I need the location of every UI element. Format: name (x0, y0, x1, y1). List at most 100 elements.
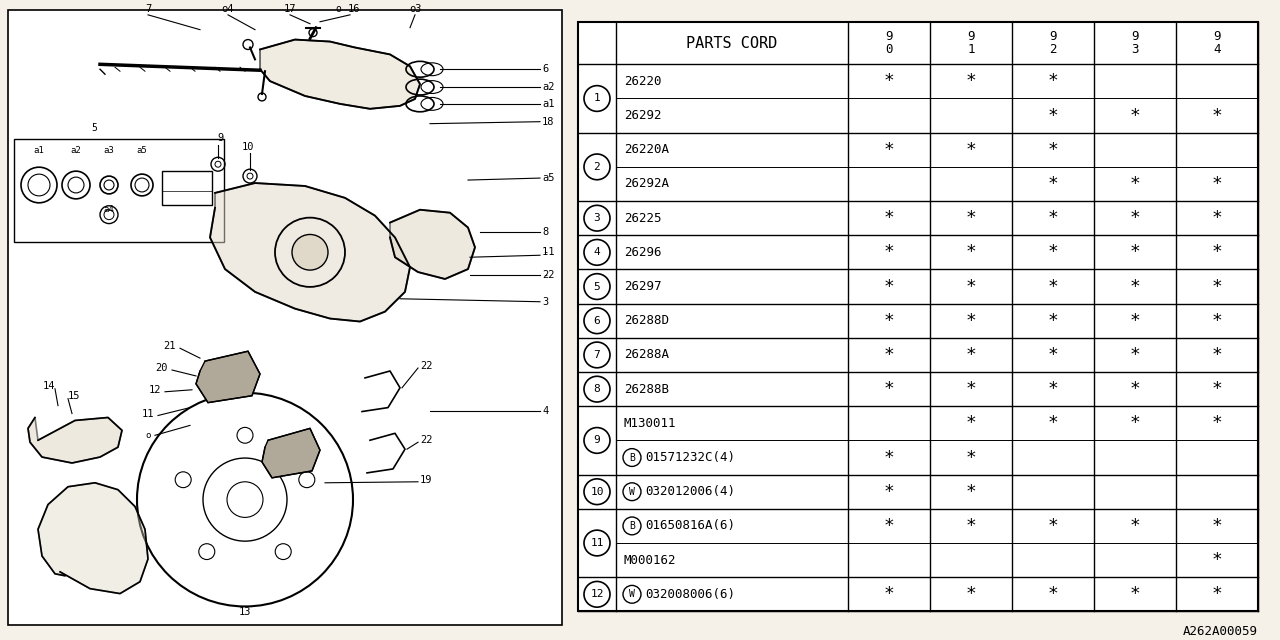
Text: 3: 3 (541, 297, 548, 307)
Text: 26288A: 26288A (625, 348, 669, 362)
Text: *: * (1212, 243, 1222, 261)
Text: 26292: 26292 (625, 109, 662, 122)
Text: *: * (965, 483, 977, 500)
Text: 10: 10 (590, 486, 604, 497)
Text: B: B (628, 521, 635, 531)
Text: *: * (965, 586, 977, 604)
Text: 19: 19 (420, 475, 433, 485)
Circle shape (292, 234, 328, 270)
Text: 5: 5 (91, 123, 97, 132)
Text: 01650816A(6): 01650816A(6) (645, 520, 735, 532)
Text: 4: 4 (594, 248, 600, 257)
Text: *: * (883, 483, 895, 500)
Text: 01571232C(4): 01571232C(4) (645, 451, 735, 464)
Text: 0: 0 (886, 44, 892, 56)
Text: 16: 16 (348, 4, 361, 14)
Text: a1: a1 (33, 147, 45, 156)
Text: M000162: M000162 (625, 554, 677, 566)
Text: *: * (883, 209, 895, 227)
Text: *: * (1129, 175, 1140, 193)
Text: *: * (883, 517, 895, 535)
Text: 26297: 26297 (625, 280, 662, 293)
Text: 3: 3 (594, 213, 600, 223)
Polygon shape (262, 428, 320, 478)
Text: 8: 8 (541, 227, 548, 237)
Text: 11: 11 (142, 408, 155, 419)
Text: *: * (883, 312, 895, 330)
Text: *: * (1047, 278, 1059, 296)
Text: 11: 11 (590, 538, 604, 548)
Text: 1: 1 (594, 93, 600, 104)
Text: 9: 9 (968, 29, 975, 43)
Text: *: * (1212, 517, 1222, 535)
Text: 26296: 26296 (625, 246, 662, 259)
Text: 4: 4 (1213, 44, 1221, 56)
Text: B: B (628, 452, 635, 463)
Polygon shape (28, 417, 122, 463)
Text: a2: a2 (541, 82, 554, 92)
Text: a5: a5 (541, 173, 554, 183)
Text: 4: 4 (541, 406, 548, 415)
Text: *: * (965, 346, 977, 364)
Text: 9: 9 (886, 29, 892, 43)
Text: *: * (965, 243, 977, 261)
Text: 26220A: 26220A (625, 143, 669, 156)
Text: 032012006(4): 032012006(4) (645, 485, 735, 498)
Text: *: * (1129, 243, 1140, 261)
Text: *: * (1129, 517, 1140, 535)
Text: 2: 2 (541, 270, 548, 280)
Text: *: * (883, 243, 895, 261)
Polygon shape (38, 483, 148, 593)
Text: *: * (1047, 380, 1059, 398)
Text: *: * (1129, 346, 1140, 364)
Text: o3: o3 (408, 4, 421, 14)
Text: *: * (1212, 380, 1222, 398)
Text: *: * (1129, 380, 1140, 398)
Text: 21: 21 (164, 341, 177, 351)
Text: 9: 9 (1213, 29, 1221, 43)
Text: *: * (1129, 278, 1140, 296)
Text: *: * (1047, 141, 1059, 159)
Text: *: * (1129, 586, 1140, 604)
Text: 6: 6 (594, 316, 600, 326)
Text: *: * (883, 141, 895, 159)
Text: *: * (1129, 209, 1140, 227)
Text: *: * (1047, 312, 1059, 330)
Text: *: * (965, 312, 977, 330)
Text: *: * (1047, 209, 1059, 227)
Text: -2: -2 (541, 270, 554, 280)
Text: PARTS CORD: PARTS CORD (686, 36, 778, 51)
Text: *: * (883, 346, 895, 364)
Text: o: o (335, 4, 340, 14)
Text: *: * (883, 72, 895, 90)
Text: 7: 7 (594, 350, 600, 360)
Text: *: * (965, 414, 977, 433)
Text: 9: 9 (594, 435, 600, 445)
Text: 22: 22 (420, 435, 433, 445)
Text: *: * (883, 380, 895, 398)
Text: *: * (883, 449, 895, 467)
Text: a4: a4 (104, 205, 114, 214)
Text: W: W (628, 589, 635, 599)
Text: *: * (965, 141, 977, 159)
Text: 8: 8 (594, 384, 600, 394)
Text: *: * (1212, 175, 1222, 193)
Polygon shape (260, 40, 420, 109)
Text: *: * (1212, 209, 1222, 227)
Text: 9: 9 (1132, 29, 1139, 43)
Text: o4: o4 (221, 4, 234, 14)
Text: 26288B: 26288B (625, 383, 669, 396)
Text: *: * (965, 449, 977, 467)
Text: 3: 3 (1132, 44, 1139, 56)
Polygon shape (210, 183, 410, 321)
Text: 13: 13 (239, 607, 251, 618)
Text: 2: 2 (1050, 44, 1057, 56)
Text: *: * (965, 209, 977, 227)
Text: -1: -1 (541, 247, 554, 257)
Text: 9: 9 (1050, 29, 1057, 43)
Text: *: * (1047, 72, 1059, 90)
Text: 26225: 26225 (625, 212, 662, 225)
Text: o: o (146, 431, 151, 440)
Text: *: * (965, 517, 977, 535)
Text: 9: 9 (216, 134, 223, 143)
